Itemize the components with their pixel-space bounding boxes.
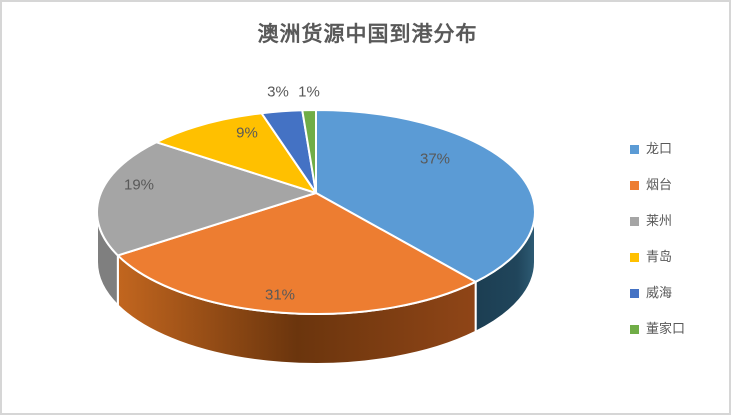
pie-slice-longkou[interactable] xyxy=(315,109,536,283)
legend-item-weihai[interactable]: 威海 xyxy=(630,286,685,300)
legend-label: 青岛 xyxy=(646,249,673,264)
legend-swatch-yantai xyxy=(630,180,639,190)
data-label-laizhou: 19% xyxy=(124,177,154,194)
data-label-dongjiakou: 1% xyxy=(298,84,320,101)
legend-swatch-laizhou xyxy=(630,216,639,226)
legend-item-laizhou[interactable]: 莱州 xyxy=(630,214,685,228)
legend-label: 董家口 xyxy=(646,321,686,336)
pie-slice-yantai[interactable] xyxy=(116,192,477,315)
data-label-weihai: 3% xyxy=(267,84,289,101)
legend-swatch-dongjiakou xyxy=(630,324,639,334)
pie-slice-dongjiakou[interactable] xyxy=(301,108,317,194)
data-label-qingdao: 9% xyxy=(236,125,258,142)
legend-label: 威海 xyxy=(646,285,673,300)
chart-legend: 龙口 烟台 莱州 青岛 威海 董家口 xyxy=(630,142,685,358)
legend-label: 莱州 xyxy=(646,213,673,228)
chart-title: 澳洲货源中国到港分布 xyxy=(257,23,478,46)
pie-slice-laizhou[interactable] xyxy=(96,141,317,257)
data-label-longkou: 37% xyxy=(420,151,450,168)
legend-item-dongjiakou[interactable]: 董家口 xyxy=(630,322,685,336)
legend-item-qingdao[interactable]: 青岛 xyxy=(630,250,685,264)
legend-item-longkou[interactable]: 龙口 xyxy=(630,142,685,156)
legend-label: 烟台 xyxy=(646,177,673,192)
legend-item-yantai[interactable]: 烟台 xyxy=(630,178,685,192)
legend-label: 龙口 xyxy=(646,141,673,156)
legend-swatch-weihai xyxy=(630,288,639,298)
legend-swatch-longkou xyxy=(630,144,639,154)
pie-slice-qingdao[interactable] xyxy=(155,112,317,194)
legend-swatch-qingdao xyxy=(630,252,639,262)
data-label-yantai: 31% xyxy=(265,287,295,304)
